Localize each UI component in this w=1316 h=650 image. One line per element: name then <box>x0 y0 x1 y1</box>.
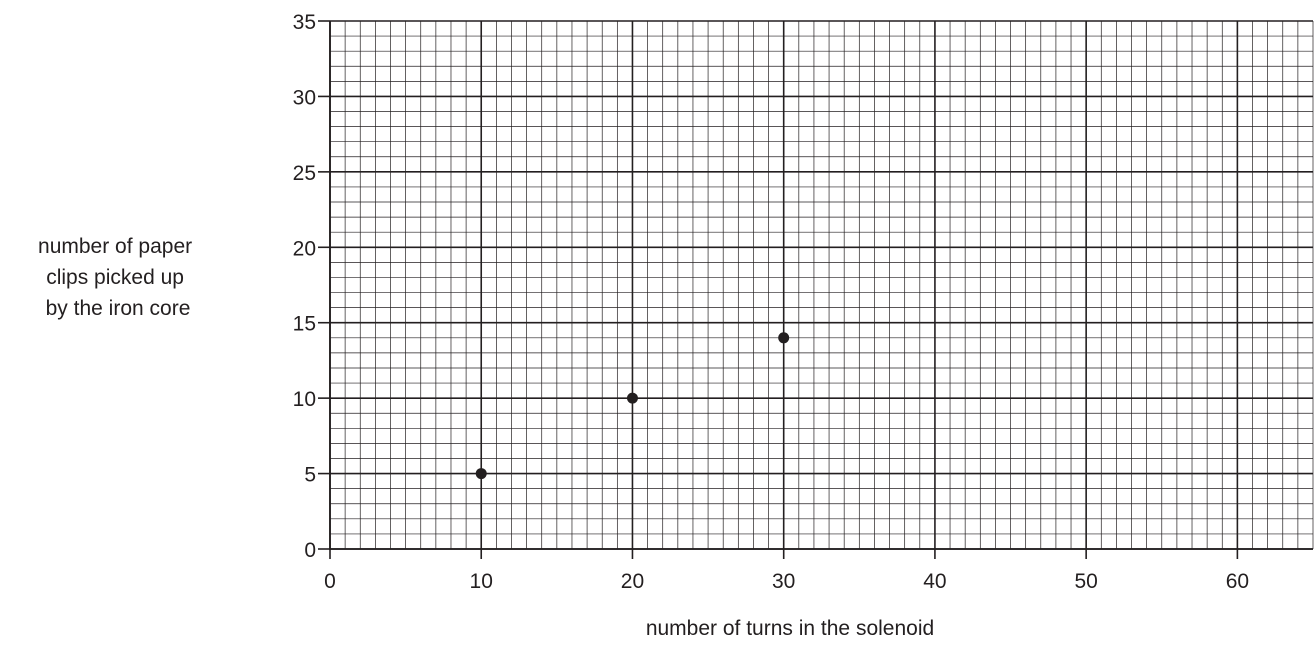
y-tick-label: 30 <box>293 86 316 109</box>
y-tick-label: 35 <box>293 11 316 34</box>
x-tick-label: 10 <box>470 570 493 593</box>
y-axis-title-line-3: by the iron core <box>46 297 191 320</box>
data-point <box>627 393 638 404</box>
x-tick-label: 50 <box>1074 570 1097 593</box>
x-tick-label: 30 <box>772 570 795 593</box>
x-tick-label: 40 <box>923 570 946 593</box>
y-tick-label: 25 <box>293 162 316 185</box>
y-tick-label: 10 <box>293 388 316 411</box>
x-tick-label: 0 <box>324 570 336 593</box>
y-tick-label: 15 <box>293 313 316 336</box>
y-tick-label: 0 <box>304 539 316 562</box>
y-axis-title-line-1: number of paper <box>38 235 192 258</box>
data-point <box>476 468 487 479</box>
y-tick-label: 5 <box>304 464 316 487</box>
data-point <box>778 332 789 343</box>
y-axis-title-line-2: clips picked up <box>46 266 184 289</box>
x-tick-label: 60 <box>1226 570 1249 593</box>
x-axis-ticks: 0 10 20 30 40 50 60 <box>324 549 1249 593</box>
x-tick-label: 20 <box>621 570 644 593</box>
y-axis-ticks: 0 5 10 15 20 25 30 35 <box>293 11 330 562</box>
x-axis-title: number of turns in the solenoid <box>646 617 934 640</box>
y-tick-label: 20 <box>293 237 316 260</box>
y-axis-title: number of paper clips picked up by the i… <box>38 235 198 320</box>
